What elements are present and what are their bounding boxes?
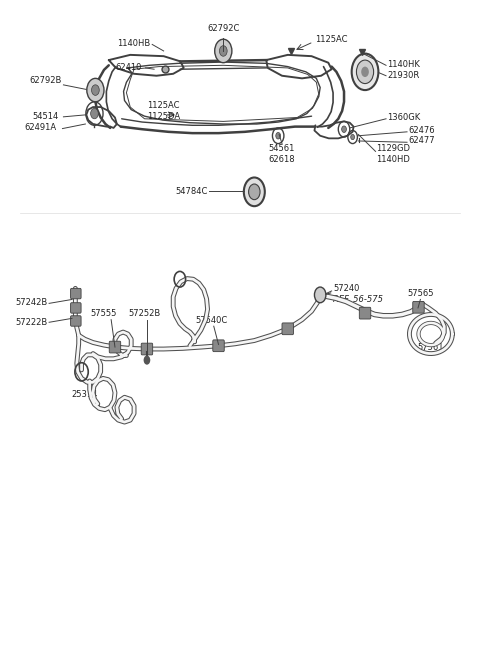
FancyBboxPatch shape bbox=[71, 316, 81, 326]
Text: 21930R: 21930R bbox=[387, 71, 419, 81]
Circle shape bbox=[357, 60, 373, 84]
Text: 1360GK: 1360GK bbox=[387, 113, 420, 122]
Circle shape bbox=[351, 134, 355, 140]
Text: 1140HK: 1140HK bbox=[387, 60, 420, 69]
Circle shape bbox=[215, 39, 232, 63]
Circle shape bbox=[244, 178, 265, 206]
FancyBboxPatch shape bbox=[71, 303, 81, 313]
Text: 1125AC: 1125AC bbox=[147, 102, 180, 110]
Circle shape bbox=[219, 46, 227, 56]
Text: 57240: 57240 bbox=[333, 284, 360, 293]
Text: 57555: 57555 bbox=[91, 309, 117, 318]
Text: 1140HD: 1140HD bbox=[376, 155, 410, 164]
Circle shape bbox=[87, 79, 104, 102]
FancyBboxPatch shape bbox=[213, 340, 224, 352]
Circle shape bbox=[342, 126, 347, 132]
Text: 25314: 25314 bbox=[72, 390, 98, 399]
Text: 57540C: 57540C bbox=[195, 316, 228, 325]
Text: 62476: 62476 bbox=[408, 126, 434, 135]
Circle shape bbox=[314, 287, 326, 303]
Text: 1125DA: 1125DA bbox=[147, 112, 180, 121]
Text: 57561: 57561 bbox=[418, 343, 444, 352]
Circle shape bbox=[144, 356, 150, 365]
Text: 62792C: 62792C bbox=[207, 24, 240, 33]
Text: 57252B: 57252B bbox=[129, 309, 161, 318]
Text: REF. 56-575: REF. 56-575 bbox=[333, 295, 383, 304]
Circle shape bbox=[249, 184, 260, 200]
Text: 62410: 62410 bbox=[116, 64, 142, 73]
Text: 62477: 62477 bbox=[408, 136, 434, 145]
Text: 54784C: 54784C bbox=[175, 187, 207, 196]
Text: 62618: 62618 bbox=[269, 155, 295, 164]
Text: 57565: 57565 bbox=[407, 289, 433, 298]
Text: 1140HB: 1140HB bbox=[117, 39, 150, 48]
Circle shape bbox=[276, 132, 281, 139]
Text: 62792B: 62792B bbox=[29, 77, 61, 85]
Text: 1129GD: 1129GD bbox=[376, 144, 410, 153]
Text: 54561: 54561 bbox=[269, 144, 295, 153]
FancyBboxPatch shape bbox=[282, 323, 293, 335]
FancyBboxPatch shape bbox=[109, 341, 120, 353]
FancyBboxPatch shape bbox=[413, 301, 424, 313]
Text: 62491A: 62491A bbox=[24, 123, 57, 132]
Circle shape bbox=[352, 54, 378, 90]
FancyBboxPatch shape bbox=[141, 343, 153, 355]
Text: 54514: 54514 bbox=[32, 112, 59, 121]
Circle shape bbox=[91, 108, 98, 119]
Circle shape bbox=[361, 67, 369, 77]
Text: 57222B: 57222B bbox=[16, 318, 48, 327]
FancyBboxPatch shape bbox=[360, 307, 371, 319]
Circle shape bbox=[92, 84, 99, 96]
FancyBboxPatch shape bbox=[71, 288, 81, 299]
Text: 1125AC: 1125AC bbox=[315, 35, 348, 45]
Text: 57242B: 57242B bbox=[16, 298, 48, 307]
